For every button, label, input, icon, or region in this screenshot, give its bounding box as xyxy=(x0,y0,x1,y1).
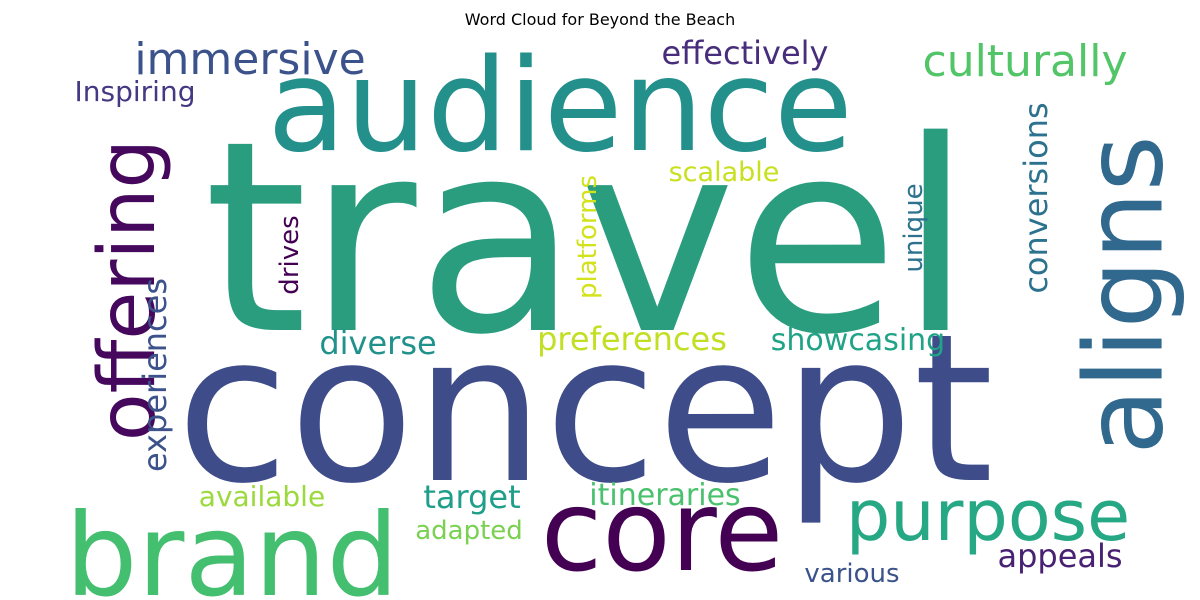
word-immersive: immersive xyxy=(134,34,365,85)
word-drives: drives xyxy=(275,215,305,294)
word-concept: concept xyxy=(176,291,993,529)
word-itineraries: itineraries xyxy=(589,478,740,513)
word-showcasing: showcasing xyxy=(771,323,945,358)
word-brand: brand xyxy=(65,489,399,600)
word-effectively: effectively xyxy=(662,34,829,72)
word-culturally: culturally xyxy=(923,36,1128,87)
word-offering: offering xyxy=(83,139,173,441)
word-core: core xyxy=(541,467,784,597)
word-scalable: scalable xyxy=(669,157,780,188)
word-appeals: appeals xyxy=(997,537,1122,575)
word-adapted: adapted xyxy=(415,516,523,546)
word-travel: travel xyxy=(204,85,973,393)
word-conversions: conversions xyxy=(1017,102,1055,293)
word-audience: audience xyxy=(267,32,852,181)
word-inspiring: Inspiring xyxy=(75,75,196,108)
word-target: target xyxy=(423,478,520,516)
word-available: available xyxy=(199,480,325,513)
word-experiences: experiences xyxy=(136,278,174,472)
word-platforms: platforms xyxy=(573,175,603,299)
word-preferences: preferences xyxy=(537,320,727,358)
word-diverse: diverse xyxy=(319,324,436,362)
chart-title: Word Cloud for Beyond the Beach xyxy=(464,10,736,29)
word-purpose: purpose xyxy=(846,475,1130,557)
word-aligns: aligns xyxy=(1063,135,1188,454)
word-various: various xyxy=(804,559,899,589)
word-unique: unique xyxy=(899,183,929,272)
